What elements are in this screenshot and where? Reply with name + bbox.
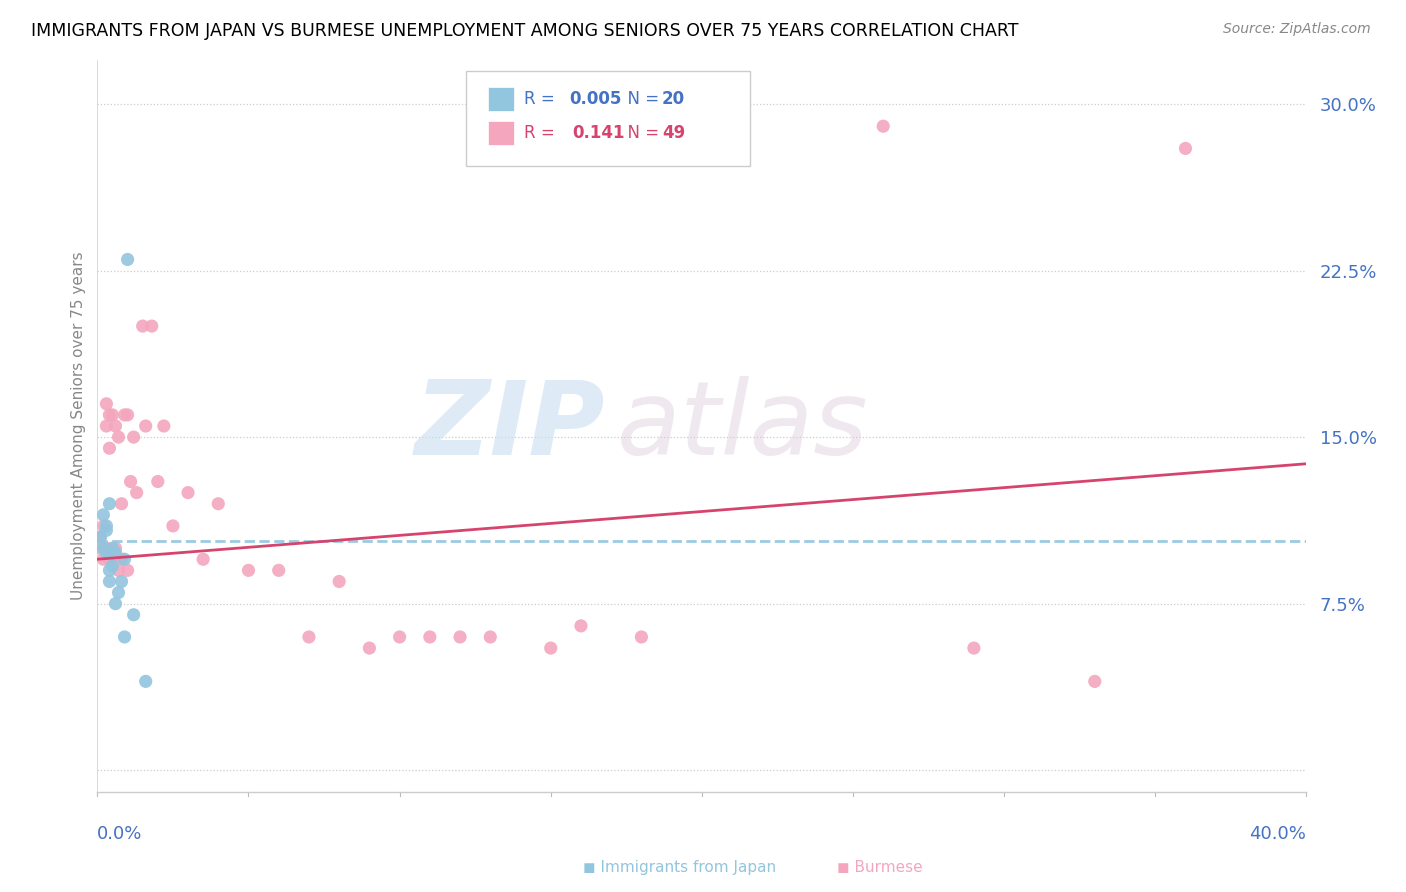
Point	[135, 419, 157, 434]
Text: ◼ Immigrants from Japan: ◼ Immigrants from Japan	[583, 860, 776, 874]
Point	[107, 563, 129, 577]
Point	[125, 485, 148, 500]
Point	[207, 497, 229, 511]
Point	[93, 508, 115, 522]
Point	[98, 408, 121, 422]
Text: R =: R =	[524, 124, 565, 142]
Text: 0.0%: 0.0%	[97, 825, 143, 844]
Y-axis label: Unemployment Among Seniors over 75 years: Unemployment Among Seniors over 75 years	[72, 252, 86, 600]
Point	[122, 430, 145, 444]
Point	[569, 619, 592, 633]
Point	[110, 552, 132, 566]
FancyBboxPatch shape	[467, 70, 751, 166]
FancyBboxPatch shape	[488, 121, 515, 145]
Point	[146, 475, 169, 489]
Text: R =: R =	[524, 90, 560, 108]
Point	[104, 541, 127, 556]
Point	[298, 630, 321, 644]
Point	[267, 563, 290, 577]
Text: atlas: atlas	[617, 376, 869, 476]
Point	[107, 585, 129, 599]
Point	[117, 252, 139, 267]
Point	[1174, 141, 1197, 155]
Point	[117, 563, 139, 577]
Point	[110, 574, 132, 589]
Point	[101, 552, 124, 566]
Point	[98, 574, 121, 589]
Point	[388, 630, 411, 644]
Text: 0.005: 0.005	[569, 90, 621, 108]
Point	[141, 319, 163, 334]
Point	[117, 408, 139, 422]
Point	[114, 630, 136, 644]
Text: 0.141: 0.141	[572, 124, 626, 142]
Text: 20: 20	[662, 90, 685, 108]
Point	[101, 558, 124, 573]
Point	[101, 408, 124, 422]
Point	[98, 563, 121, 577]
Point	[96, 519, 118, 533]
Point	[359, 641, 381, 656]
Point	[419, 630, 441, 644]
Point	[96, 419, 118, 434]
Point	[101, 541, 124, 556]
Text: 49: 49	[662, 124, 685, 142]
Point	[630, 630, 652, 644]
Point	[135, 674, 157, 689]
Point	[963, 641, 986, 656]
Point	[104, 419, 127, 434]
FancyBboxPatch shape	[488, 87, 515, 111]
Point	[872, 120, 894, 134]
Point	[89, 530, 111, 544]
Text: IMMIGRANTS FROM JAPAN VS BURMESE UNEMPLOYMENT AMONG SENIORS OVER 75 YEARS CORREL: IMMIGRANTS FROM JAPAN VS BURMESE UNEMPLO…	[31, 22, 1018, 40]
Point	[162, 519, 184, 533]
Point	[131, 319, 153, 334]
Point	[1084, 674, 1107, 689]
Point	[114, 408, 136, 422]
Point	[98, 552, 121, 566]
Point	[96, 524, 118, 538]
Point	[107, 430, 129, 444]
Point	[89, 530, 111, 544]
Point	[153, 419, 176, 434]
Point	[98, 497, 121, 511]
Point	[238, 563, 260, 577]
Point	[96, 545, 118, 559]
Text: ◼ Burmese: ◼ Burmese	[837, 860, 922, 874]
Point	[96, 541, 118, 556]
Point	[479, 630, 502, 644]
Point	[96, 397, 118, 411]
Text: ZIP: ZIP	[415, 376, 605, 476]
Point	[110, 497, 132, 511]
Point	[98, 441, 121, 455]
Text: Source: ZipAtlas.com: Source: ZipAtlas.com	[1223, 22, 1371, 37]
Point	[104, 597, 127, 611]
Point	[540, 641, 562, 656]
Text: N =: N =	[617, 90, 665, 108]
Point	[328, 574, 350, 589]
Point	[449, 630, 471, 644]
Text: N =: N =	[617, 124, 665, 142]
Point	[93, 519, 115, 533]
Point	[93, 552, 115, 566]
Point	[120, 475, 142, 489]
Point	[122, 607, 145, 622]
Point	[177, 485, 200, 500]
Point	[104, 545, 127, 559]
Point	[93, 541, 115, 556]
Point	[191, 552, 214, 566]
Text: 40.0%: 40.0%	[1250, 825, 1306, 844]
Point	[89, 541, 111, 556]
Point	[114, 552, 136, 566]
